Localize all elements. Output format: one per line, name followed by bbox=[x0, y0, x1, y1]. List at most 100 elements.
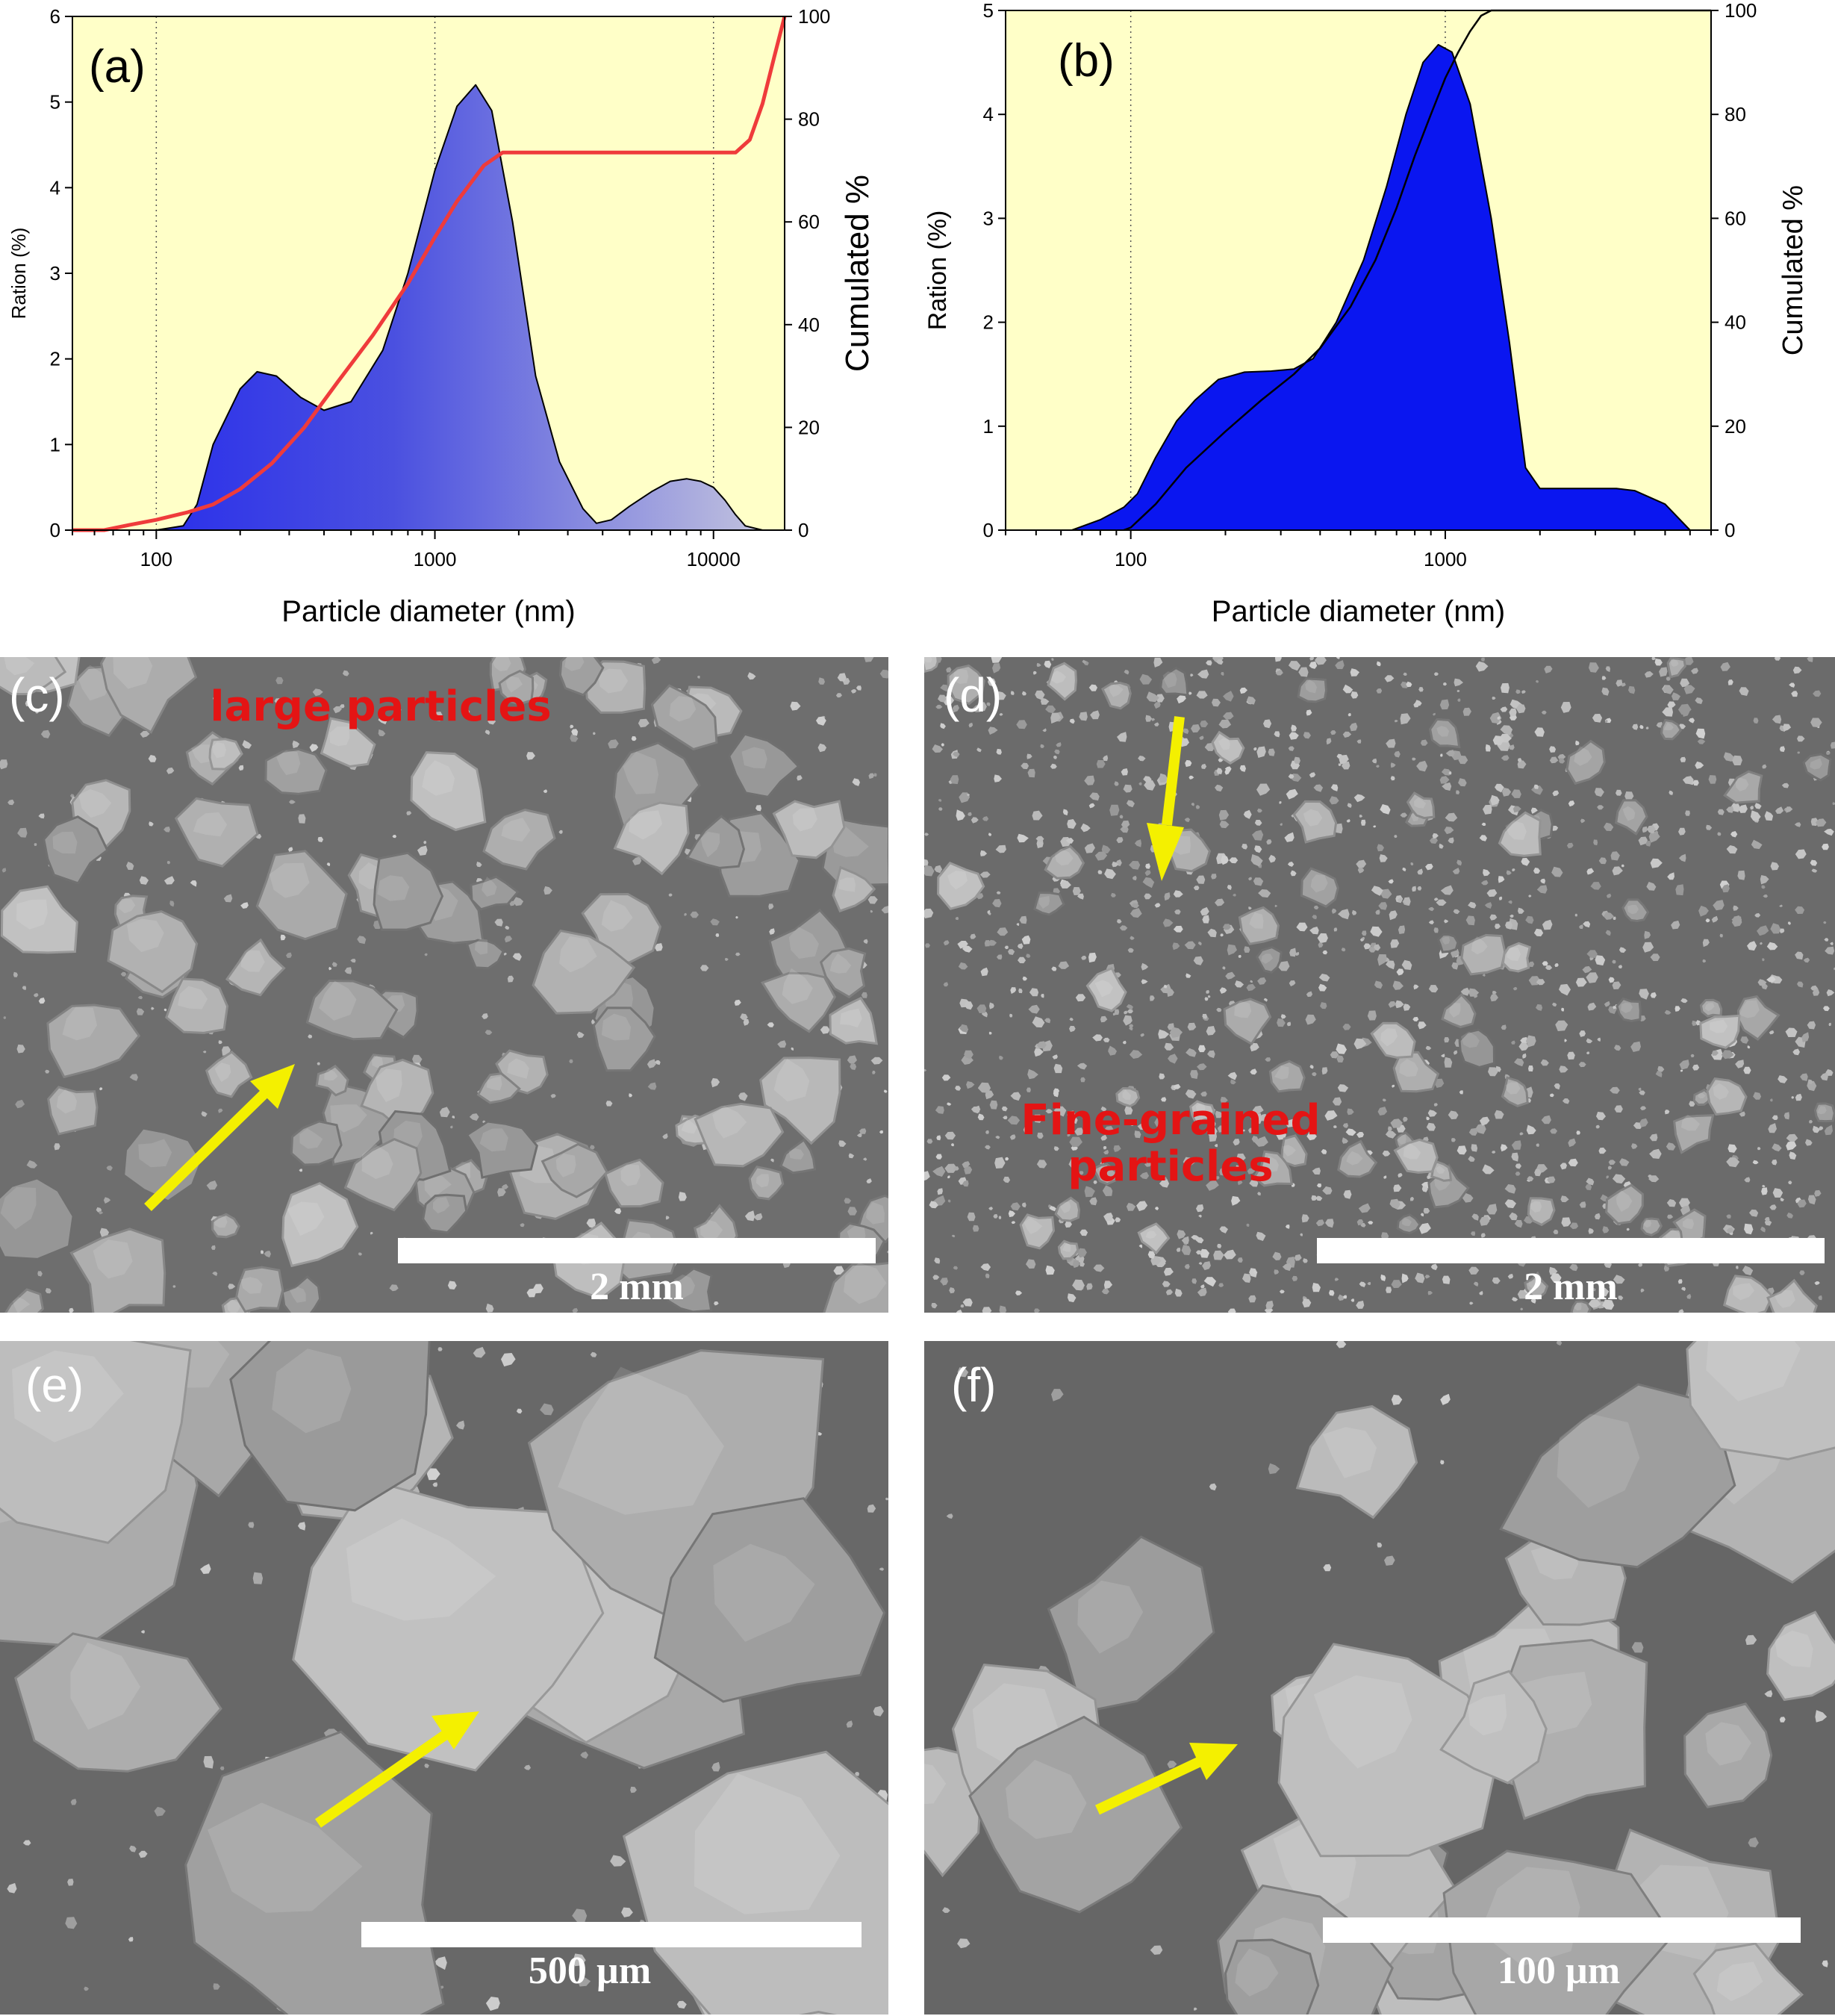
fine-particle bbox=[1630, 1041, 1641, 1052]
fine-particle bbox=[1342, 684, 1353, 694]
fine-particle bbox=[1306, 991, 1313, 998]
fine-particle bbox=[1454, 678, 1463, 687]
fine-particle bbox=[1568, 800, 1575, 807]
fine-particle bbox=[1097, 870, 1103, 874]
fine-particle bbox=[1520, 1307, 1524, 1310]
particle-highlight bbox=[324, 1068, 338, 1081]
fine-particle bbox=[298, 1522, 306, 1531]
fine-particle bbox=[934, 1257, 941, 1264]
fine-particle bbox=[45, 1288, 52, 1294]
fine-particle bbox=[1215, 1176, 1220, 1180]
fine-particle bbox=[1200, 1284, 1205, 1289]
fine-particle bbox=[629, 1093, 633, 1098]
fine-particle bbox=[513, 897, 524, 906]
sem-particles-f bbox=[924, 1341, 1835, 2015]
fine-particle bbox=[1735, 1060, 1745, 1068]
fine-particle bbox=[1035, 690, 1045, 700]
fine-particle bbox=[1559, 758, 1565, 764]
fine-particle bbox=[1631, 1143, 1638, 1149]
fine-particle bbox=[1003, 1116, 1008, 1120]
fine-particle bbox=[1190, 673, 1194, 677]
fine-particle bbox=[924, 865, 935, 877]
fine-particle bbox=[65, 1917, 78, 1929]
fine-particle bbox=[1609, 1284, 1614, 1289]
fine-particle bbox=[350, 959, 356, 963]
fine-particle bbox=[925, 943, 931, 948]
fine-particle bbox=[1545, 965, 1553, 970]
particle bbox=[0, 1341, 192, 1544]
fine-particle bbox=[846, 1720, 853, 1728]
fine-particle bbox=[1580, 818, 1586, 824]
particle bbox=[1019, 1213, 1056, 1250]
fine-particle bbox=[1288, 774, 1295, 779]
fine-particle bbox=[1248, 877, 1252, 881]
fine-particle bbox=[1659, 667, 1668, 677]
y-tick-label: 4 bbox=[50, 176, 60, 199]
fine-particle bbox=[1088, 803, 1095, 809]
fine-particle bbox=[1335, 660, 1345, 670]
fine-particle bbox=[1610, 851, 1620, 861]
fine-particle bbox=[1479, 1216, 1490, 1226]
particle bbox=[281, 1182, 359, 1268]
particle-highlight bbox=[0, 1186, 37, 1230]
fine-particle bbox=[999, 1305, 1007, 1313]
fine-particle bbox=[1748, 1837, 1759, 1848]
fine-particle bbox=[1492, 735, 1504, 746]
fine-particle bbox=[40, 729, 51, 738]
fine-particle bbox=[1440, 1460, 1445, 1465]
fine-particle bbox=[423, 841, 427, 844]
fine-particle bbox=[1751, 839, 1763, 850]
fine-particle bbox=[991, 657, 1003, 663]
fine-particle bbox=[1433, 712, 1436, 716]
fine-particle bbox=[1368, 946, 1376, 953]
fine-particle bbox=[1812, 988, 1820, 996]
fine-particle bbox=[1474, 994, 1478, 998]
fine-particle bbox=[1440, 1393, 1451, 1405]
scale-bar-f bbox=[1323, 1917, 1801, 1943]
fine-particle bbox=[1202, 915, 1209, 924]
fine-particle bbox=[1173, 925, 1183, 933]
fine-particle bbox=[1811, 868, 1818, 873]
fine-particle bbox=[1289, 980, 1296, 986]
fine-particle bbox=[1826, 989, 1835, 997]
fine-particle bbox=[211, 1245, 216, 1250]
fine-particle bbox=[1322, 1186, 1333, 1195]
fine-particle bbox=[1154, 903, 1161, 908]
fine-particle bbox=[1479, 1290, 1483, 1295]
fine-particle bbox=[1682, 776, 1694, 785]
fine-particle bbox=[1662, 685, 1674, 694]
fine-particle bbox=[1613, 1006, 1616, 1009]
fine-particle bbox=[1334, 1278, 1339, 1281]
fine-particle bbox=[1830, 942, 1834, 945]
fine-particle bbox=[1616, 789, 1622, 796]
fine-particle bbox=[1142, 877, 1155, 889]
fine-particle bbox=[1428, 985, 1439, 993]
fine-particle bbox=[1033, 1114, 1044, 1123]
fine-particle bbox=[248, 1522, 255, 1528]
particle bbox=[1115, 1086, 1141, 1108]
fine-particle bbox=[1034, 1308, 1041, 1313]
fine-particle bbox=[1162, 1177, 1168, 1180]
fine-particle bbox=[1468, 1127, 1477, 1136]
fine-particle bbox=[1241, 844, 1248, 850]
fine-particle bbox=[1332, 1097, 1342, 1106]
fine-particle bbox=[1702, 939, 1710, 948]
fine-particle bbox=[238, 765, 244, 771]
fine-particle bbox=[1475, 661, 1489, 672]
particle bbox=[174, 797, 259, 868]
fine-particle bbox=[1132, 875, 1137, 881]
fine-particle bbox=[1424, 1275, 1430, 1279]
fine-particle bbox=[1445, 750, 1455, 757]
fine-particle bbox=[797, 775, 803, 781]
particle-highlight bbox=[773, 1059, 810, 1102]
fine-particle bbox=[1403, 1004, 1411, 1011]
fine-particle bbox=[1312, 1167, 1321, 1175]
particle bbox=[924, 657, 939, 673]
fine-particle bbox=[1624, 791, 1634, 801]
fine-particle bbox=[1517, 760, 1527, 769]
fine-particle bbox=[988, 727, 998, 735]
fine-particle bbox=[163, 876, 175, 885]
particle bbox=[281, 1275, 322, 1313]
fine-particle bbox=[1001, 1106, 1008, 1112]
particle bbox=[1460, 933, 1507, 976]
